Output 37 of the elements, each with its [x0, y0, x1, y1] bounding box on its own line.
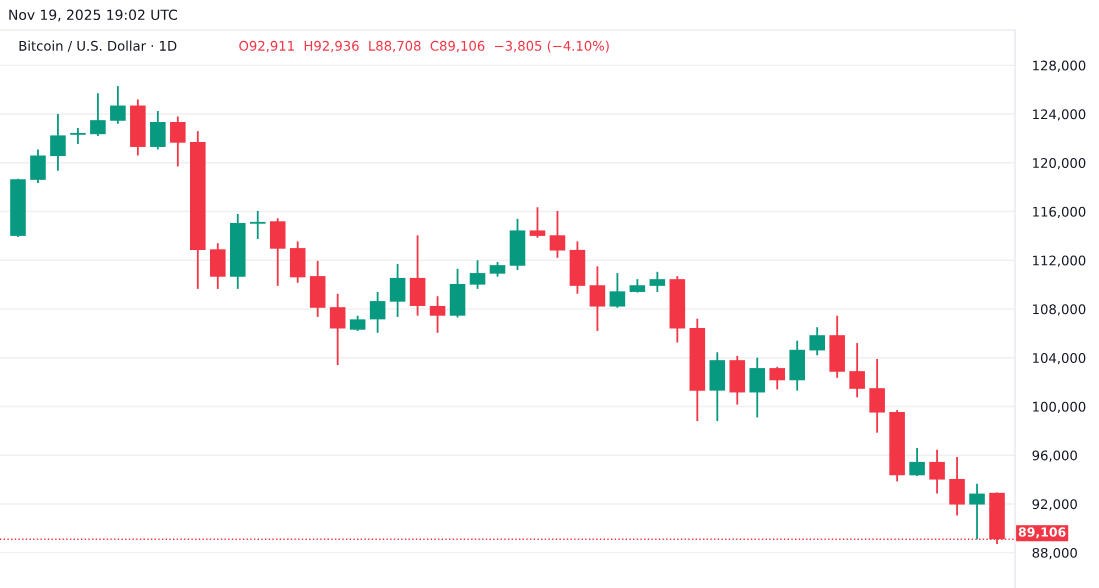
y-tick-label: 116,000: [1033, 206, 1086, 219]
y-tick-label: 120,000: [1033, 158, 1086, 170]
candlestick: [170, 115, 186, 168]
y-tick-label: 112,000: [1033, 255, 1086, 267]
candlestick: [389, 263, 406, 318]
candlestick: [529, 206, 546, 239]
text: Bitcoin / U.S. Dollar · 1D: [19, 40, 177, 52]
candlestick: [329, 292, 346, 366]
candlestick: [90, 92, 106, 137]
candlestick: [70, 127, 86, 145]
candlestick: [969, 482, 985, 541]
candlestick: [849, 342, 865, 399]
candlestick: [429, 295, 446, 334]
y-tick-label: 128,000: [1033, 60, 1086, 72]
annotation: O92,911 H92,936 L88,708 C89,106 −3,805 (−4.10%): [239, 40, 609, 53]
candlestick: [369, 291, 386, 334]
candlestick: [249, 210, 266, 240]
y-tick-label: 104,000: [1033, 352, 1086, 365]
candlestick: [929, 448, 945, 495]
candlestick: [50, 113, 66, 172]
candlestick: [769, 365, 786, 391]
candlestick: [469, 259, 486, 290]
candlestick: [909, 446, 925, 477]
y-tick-label: 100,000: [1033, 401, 1086, 414]
candlestick: [809, 326, 825, 357]
candlestick: [649, 270, 666, 293]
candlestick: [609, 272, 626, 309]
ref-line-label: 89,106: [1018, 527, 1066, 539]
candlestick: [549, 210, 566, 259]
y-tick-label: 124,000: [1033, 109, 1086, 121]
y-tick-label: 92,000: [1032, 499, 1077, 511]
y-tick-label: 108,000: [1033, 304, 1086, 316]
y-tick-label: 88,000: [1032, 547, 1077, 560]
candlestick: [110, 85, 126, 125]
candlestick: [589, 265, 606, 332]
y-tick-label: 96,000: [1032, 450, 1077, 462]
chart-title: Nov 19, 2025 19:02 UTC: [9, 9, 177, 22]
